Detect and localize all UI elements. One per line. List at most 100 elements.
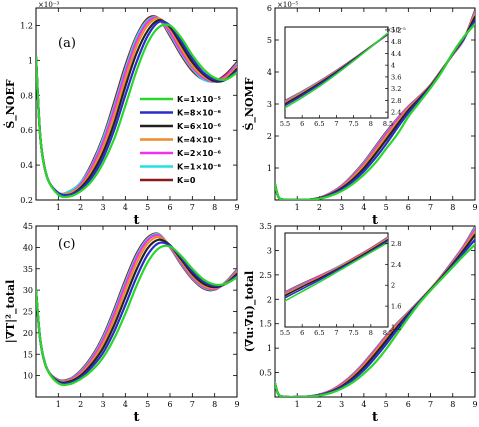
x-tick-label: 7 [428,203,433,212]
y-axis-label: (∇u:∇u)_total [243,271,257,352]
inset-y-tick-label: 4 [391,62,395,70]
y-tick-label: 4 [267,68,272,77]
x-tick-label: 3 [339,400,344,409]
x-tick-label: 1 [56,400,61,409]
y-tick-label: 3 [267,100,272,109]
inset-y-tick-label: 2.4 [391,261,401,269]
y-tick-label: 35 [23,265,33,274]
y-tick-label: 1 [267,344,272,353]
panel-b: 123456789123456×10⁻⁵(b)tṠ_NOMF5.566.577.… [242,1,478,228]
x-tick-label: 7 [428,400,433,409]
x-tick-label: 8 [212,203,217,212]
series-line-d-inset-1 [285,240,388,299]
legend: K=1×10⁻⁵ K=8×10⁻⁶ K=6×10⁻⁶ K=4×10⁻⁶ K=2×10⁻⁶… [140,95,222,185]
x-tick-label: 5 [384,400,389,409]
x-tick-label: 1 [295,400,300,409]
inset-x-tick-label: 8.5 [383,329,393,337]
inset-x-tick-label: 8 [369,329,373,337]
inset-x-tick-label: 7 [334,329,338,337]
y-tick-label: 1.2 [20,21,33,30]
y-axis-label: Ṡ_NOEF [3,79,18,128]
inset-x-tick-label: 7.5 [348,120,358,128]
y-tick-label: 5 [267,36,272,45]
x-tick-label: 8 [450,400,455,409]
y-tick-label: 3.5 [259,222,272,231]
x-tick-label: 4 [361,203,366,212]
plot-frame-d [274,225,476,398]
inset-x-tick-label: 7 [334,120,338,128]
series-line-d-inset-2 [285,238,388,297]
x-tick-label: 4 [123,203,128,212]
panel-d: 1234567890.511.522.533.5(d)t(∇u:∇u)_tota… [243,222,478,425]
y-tick-label: 30 [23,286,33,295]
panel-a: 1 2 3 4 5 6 7 8 90.20.40.60.811.2×10⁻³(a)tṠ_NOEF… [3,1,240,228]
y-axis-label: |∇T|²_total [4,280,18,344]
inset-y-tick-label: 3.2 [391,85,401,93]
x-axis-label: t [133,410,139,425]
plot-frame-a [35,7,238,201]
y-tick-label: 2.5 [259,271,272,280]
x-tick-label: 5 [145,400,150,409]
y-tick-label: 1.5 [259,320,272,329]
inset-x-tick-label: 5.5 [280,329,290,337]
panel-label: (a) [58,36,76,51]
y-tick-label: 1 [267,164,272,173]
x-tick-label: 6 [406,203,411,212]
inset-y-tick-label: 4.4 [391,50,401,58]
y-tick-label: 2 [267,295,272,304]
y-tick-label: 40 [23,243,33,252]
legend-label: K=4×10⁻⁶ [177,136,222,145]
inset-y-tick-label: 4.8 [391,38,401,46]
y-tick-label: 0.2 [20,196,33,205]
inset-x-tick-label: 6 [300,120,304,128]
x-tick-label: 6 [406,400,411,409]
x-tick-label: 3 [339,203,344,212]
inset-x-tick-label: 8.5 [383,120,393,128]
series-line-a-1 [36,20,237,197]
inset-x-tick-label: 6.5 [314,120,324,128]
series-line-d-inset-3 [285,237,388,295]
x-tick-label: 4 [123,400,128,409]
series-line-b-0 [275,22,475,200]
inset-x-tick-label: 8 [369,120,373,128]
x-tick-label: 1 [295,203,300,212]
x-axis-label: t [372,213,378,228]
y-tick-label: 45 [23,222,33,231]
series-line-a-0 [36,23,237,199]
x-tick-label: 9 [472,203,477,212]
x-tick-label: 9 [234,203,239,212]
inset-y-tick-label: 1.6 [391,303,401,311]
axis-multiplier: ×10⁻⁵ [277,1,298,9]
y-tick-label: 1 [28,56,33,65]
y-tick-label: 15 [23,350,33,359]
inset-y-tick-label: 2 [391,282,395,290]
x-tick-label: 7 [190,400,195,409]
inset-multiplier: ×10⁻⁵ [386,26,406,34]
inset-b: 5.5 6 6.5 7 7.5 8 8.5 2.4 2.8 3.2 3.6 4 4.4 4.8 5.2×10… [280,26,406,128]
inset-y-tick-label: 1.2 [391,324,401,332]
x-axis-label: t [133,213,139,228]
x-tick-label: 6 [167,400,172,409]
x-tick-label: 8 [450,203,455,212]
series-line-c-0 [36,244,237,387]
y-tick-label: 0.6 [20,126,33,135]
x-tick-label: 2 [78,400,83,409]
y-tick-label: 3 [267,246,272,255]
y-tick-label: 0.4 [20,161,33,170]
inset-y-tick-label: 2.8 [391,240,401,248]
inset-y-tick-label: 3.6 [391,73,401,81]
inset-d: 5.5 6 6.5 7 7.5 8 8.51.2 1.6 2 2.4 2.8 [280,232,401,337]
y-tick-label: 0.8 [20,91,33,100]
legend-label: K=1×10⁻⁶ [177,163,222,172]
x-tick-label: 3 [100,203,105,212]
y-tick-label: 0.5 [259,369,272,378]
x-tick-label: 2 [78,203,83,212]
inset-x-tick-label: 6.5 [314,329,324,337]
legend-label: K=0 [177,176,196,185]
legend-label: K=8×10⁻⁶ [177,109,222,118]
inset-y-tick-label: 2.4 [391,109,401,117]
inset-x-tick-label: 5.5 [280,120,290,128]
inset-x-tick-label: 6 [300,329,304,337]
